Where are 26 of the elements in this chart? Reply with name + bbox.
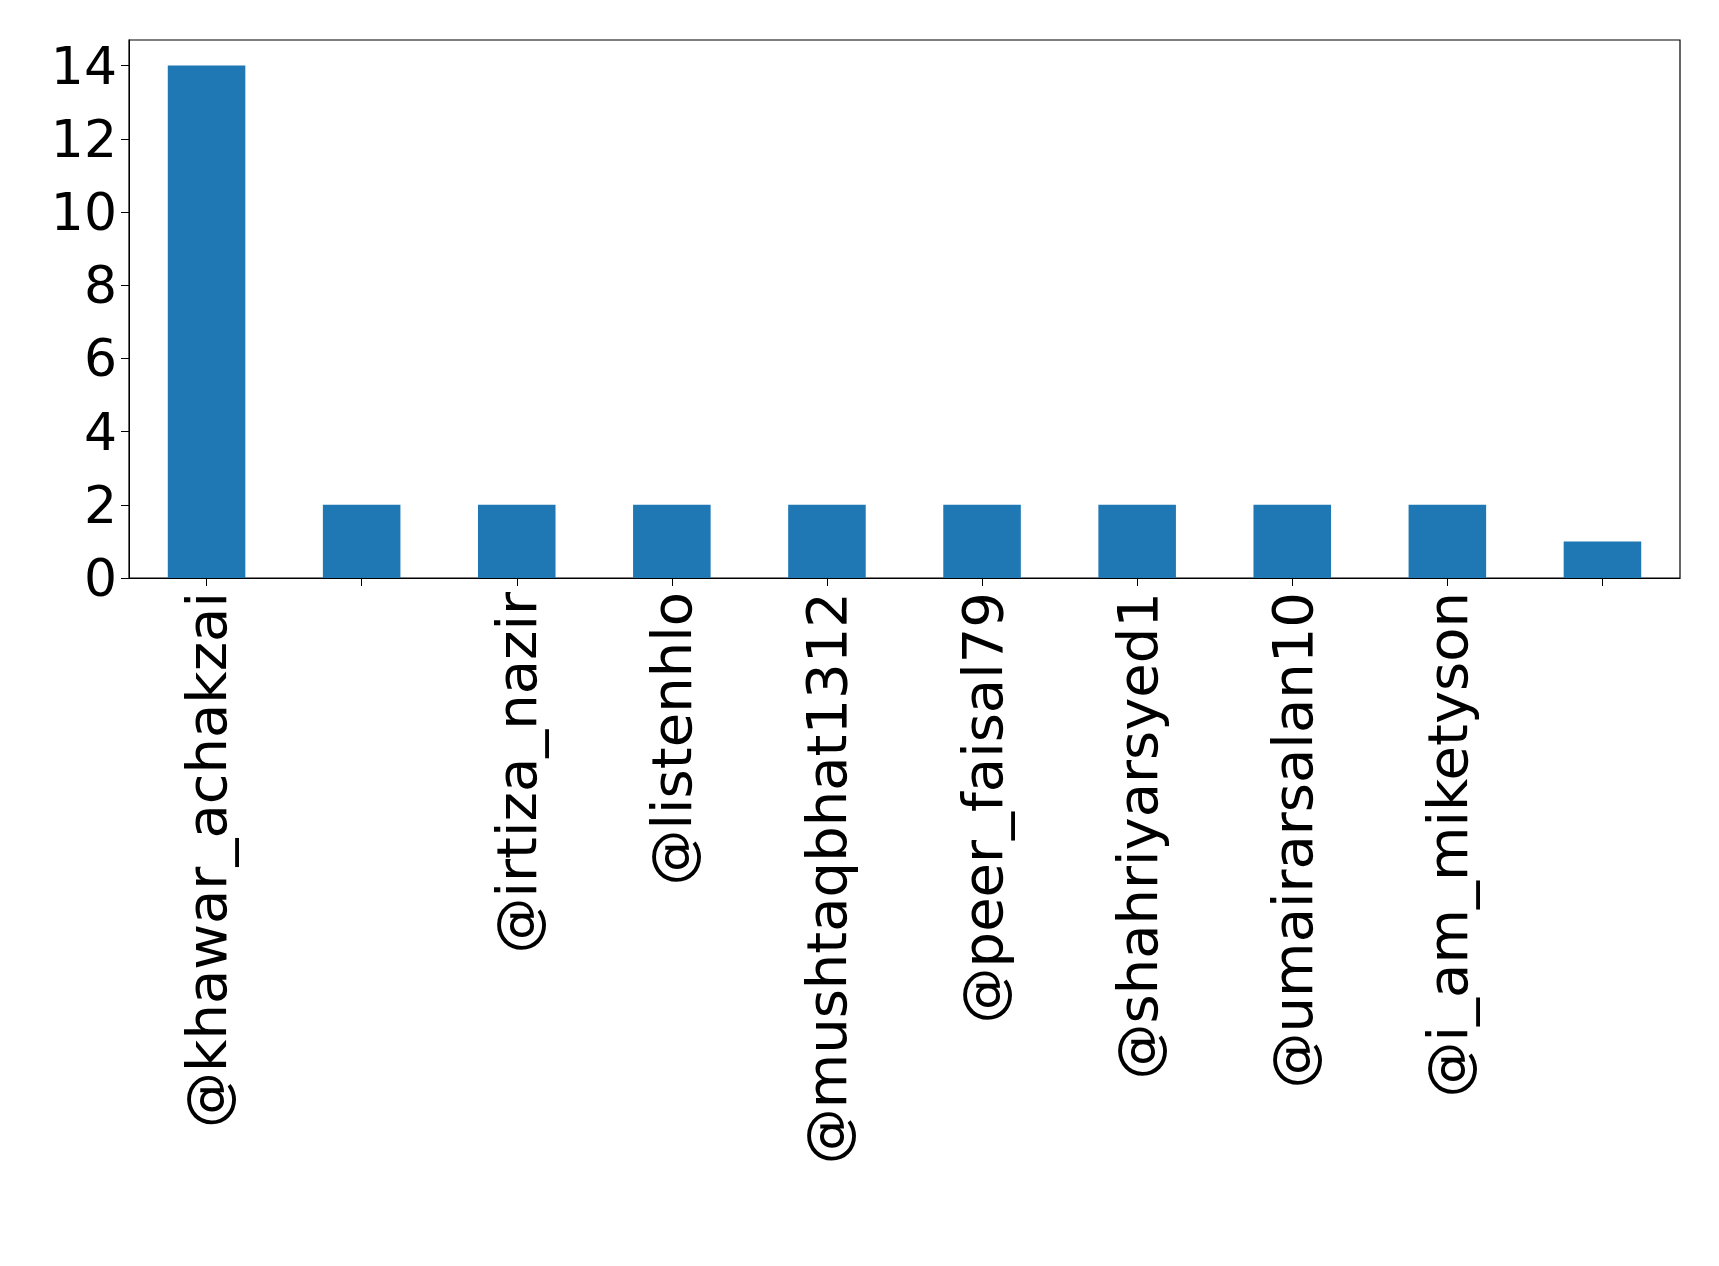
- x-tick-label: @shahriyarsyed1: [1104, 592, 1170, 1080]
- x-tick-label: @umairarsalan10: [1259, 592, 1325, 1089]
- bar: [1253, 504, 1332, 578]
- x-tick-label: @peer_faisal79: [949, 592, 1015, 1024]
- bar: [1408, 504, 1487, 578]
- bar: [788, 504, 866, 578]
- bar: [1563, 541, 1642, 578]
- y-tick-label: 12: [50, 108, 117, 169]
- bar: [477, 504, 556, 578]
- y-tick-label: 2: [83, 474, 117, 535]
- bar: [1098, 504, 1176, 578]
- x-tick-label: @khawar_achakzai: [174, 592, 240, 1128]
- x-tick-label: @listenhlo: [639, 592, 705, 886]
- bar: [943, 504, 1021, 578]
- x-tick-label: @i_am_miketyson: [1414, 592, 1480, 1098]
- x-tick-label: @irtiza_nazir: [484, 591, 550, 954]
- bar: [633, 504, 711, 578]
- y-tick-label: 4: [83, 401, 117, 462]
- y-tick-label: 10: [50, 182, 117, 243]
- x-tick-label: @mushtaqbhat1312: [794, 592, 860, 1165]
- y-tick-label: 8: [83, 255, 117, 316]
- y-tick-label: 14: [50, 35, 117, 96]
- bar: [322, 504, 401, 578]
- y-tick-label: 6: [83, 328, 117, 389]
- bar: [167, 65, 246, 578]
- y-tick-label: 0: [83, 548, 117, 608]
